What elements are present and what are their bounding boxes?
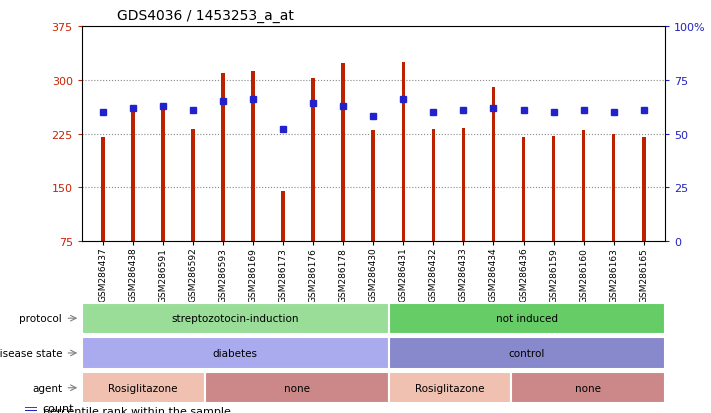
Bar — [82, 372, 205, 404]
Bar — [522, 138, 525, 242]
Bar — [221, 74, 225, 242]
Text: Rosiglitazone: Rosiglitazone — [108, 383, 178, 393]
Bar — [389, 372, 511, 404]
Bar — [341, 64, 345, 242]
Bar — [389, 337, 665, 369]
Bar — [191, 129, 195, 242]
Bar — [582, 131, 585, 242]
Text: diabetes: diabetes — [213, 348, 257, 358]
Text: none: none — [284, 383, 309, 393]
Bar — [492, 88, 496, 242]
Bar — [642, 138, 646, 242]
Bar — [161, 108, 165, 242]
Bar — [612, 134, 616, 242]
Bar — [311, 78, 315, 242]
Text: count: count — [43, 403, 74, 413]
Bar — [101, 138, 105, 242]
Bar — [282, 192, 285, 242]
Text: protocol: protocol — [19, 313, 62, 323]
Text: GDS4036 / 1453253_a_at: GDS4036 / 1453253_a_at — [117, 9, 294, 23]
Bar — [131, 108, 134, 242]
Text: disease state: disease state — [0, 348, 62, 358]
Text: control: control — [508, 348, 545, 358]
Bar — [25, 407, 38, 408]
Bar — [82, 337, 389, 369]
Bar — [461, 128, 465, 242]
Bar — [389, 303, 665, 334]
Bar — [432, 129, 435, 242]
Bar — [82, 303, 389, 334]
Bar — [371, 131, 375, 242]
Text: not induced: not induced — [496, 313, 557, 323]
Text: agent: agent — [32, 383, 62, 393]
Bar — [402, 63, 405, 242]
Bar — [205, 372, 389, 404]
Bar — [251, 72, 255, 242]
Bar — [552, 136, 555, 242]
Text: Rosiglitazone: Rosiglitazone — [415, 383, 485, 393]
Text: none: none — [575, 383, 601, 393]
Text: streptozotocin-induction: streptozotocin-induction — [171, 313, 299, 323]
Bar — [511, 372, 665, 404]
Text: percentile rank within the sample: percentile rank within the sample — [43, 406, 230, 413]
